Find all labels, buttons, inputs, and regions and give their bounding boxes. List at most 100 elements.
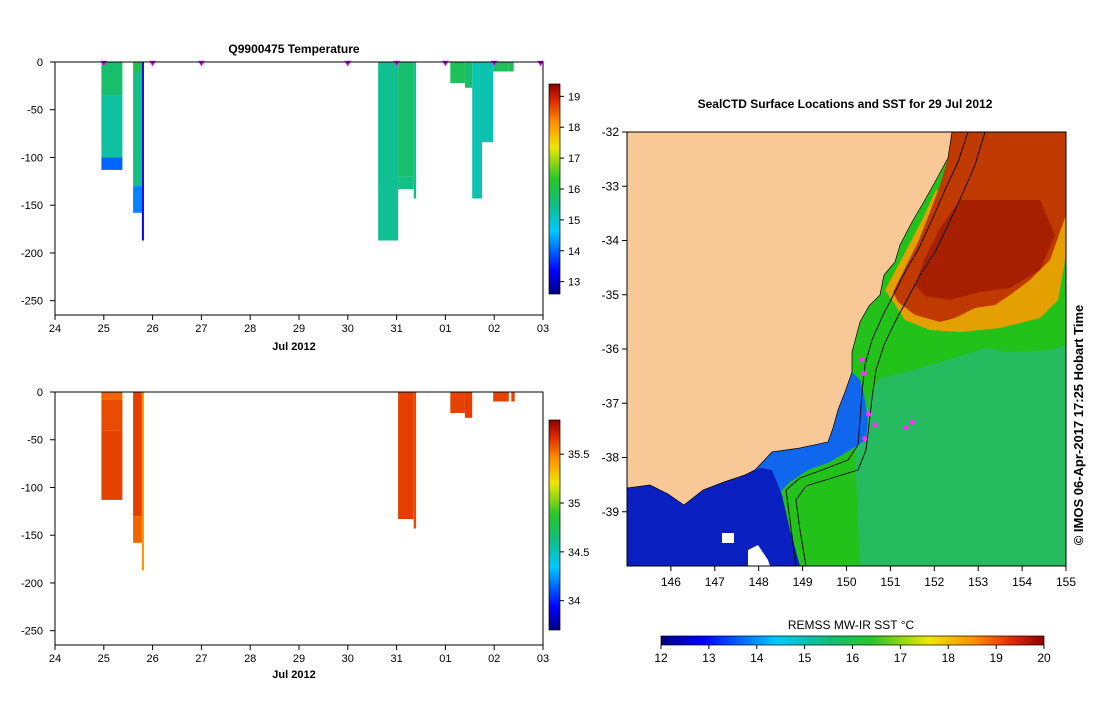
y-tick-label: -200 bbox=[21, 248, 43, 260]
x-tick-label: 26 bbox=[146, 653, 158, 665]
sst-ocean-southeast bbox=[855, 345, 1066, 566]
map-y-tick-label: -39 bbox=[602, 505, 620, 519]
profile-cell bbox=[101, 392, 123, 400]
sst-colorbar-tick-label: 12 bbox=[654, 651, 668, 665]
sst-colorbar-tick-label: 17 bbox=[894, 651, 908, 665]
seal-location-point bbox=[862, 435, 868, 442]
profile-cell bbox=[133, 62, 142, 72]
map-y-tick-label: -36 bbox=[602, 342, 620, 356]
map-x-tick-label: 155 bbox=[1056, 575, 1076, 589]
profile-cell bbox=[101, 430, 123, 500]
sst-colorbar-ticks: 12 13 14 15 16 17 18 19 20 bbox=[654, 645, 1051, 665]
seal-location-point bbox=[909, 419, 916, 425]
map-y-tick-label: -37 bbox=[602, 396, 620, 410]
sst-map-panel: SealCTD Surface Locations and SST for 29… bbox=[602, 97, 1086, 665]
x-tick-label: 27 bbox=[195, 323, 207, 335]
sst-colorbar-tick-label: 14 bbox=[750, 651, 764, 665]
y-tick-label: -150 bbox=[21, 200, 43, 212]
profile-cell bbox=[464, 392, 473, 418]
colorbar-tick-label: 34 bbox=[568, 596, 580, 608]
temperature-xlabel: Jul 2012 bbox=[272, 341, 315, 353]
y-tick-label: -100 bbox=[21, 482, 43, 494]
profile-cell bbox=[482, 62, 494, 143]
x-tick-label: 29 bbox=[293, 323, 305, 335]
x-tick-label: 03 bbox=[537, 323, 549, 335]
sst-bass-strait bbox=[627, 468, 800, 566]
seal-location-point bbox=[903, 425, 909, 431]
y-tick-label: -100 bbox=[21, 152, 43, 164]
profile-cell bbox=[413, 62, 417, 199]
seal-location-point bbox=[865, 411, 872, 417]
colorbar-tick-label: 34.5 bbox=[568, 547, 589, 559]
y-tick-label: -50 bbox=[27, 105, 43, 117]
map-x-tick-label: 153 bbox=[968, 575, 988, 589]
profile-cell bbox=[398, 392, 414, 519]
isobath-2000m bbox=[795, 132, 986, 566]
missing-data-patch bbox=[722, 533, 734, 543]
profile-cell bbox=[133, 392, 142, 517]
map-x-tick-label: 148 bbox=[749, 575, 769, 589]
x-tick-label: 28 bbox=[244, 323, 256, 335]
sst-field bbox=[627, 132, 1066, 566]
colorbar-tick-label: 35.5 bbox=[568, 449, 589, 461]
temperature-x-axis: 24 25 26 27 28 29 30 31 01 02 03 bbox=[49, 315, 549, 335]
profile-cell bbox=[511, 392, 515, 402]
x-tick-label: 29 bbox=[293, 653, 305, 665]
map-x-axis: 146 147 148 149 150 151 152 153 154 155 bbox=[661, 566, 1076, 589]
salinity-profiles bbox=[101, 392, 515, 571]
colorbar-tick-label: 16 bbox=[568, 184, 580, 196]
map-x-tick-label: 150 bbox=[836, 575, 856, 589]
temperature-axes-frame bbox=[54, 61, 544, 316]
x-tick-label: 31 bbox=[390, 323, 402, 335]
profile-cell bbox=[450, 392, 465, 413]
profile-cell bbox=[101, 95, 123, 158]
colorbar-tick-label: 13 bbox=[568, 277, 580, 289]
map-title: SealCTD Surface Locations and SST for 29… bbox=[698, 97, 993, 111]
sst-colorbar-tick-label: 13 bbox=[702, 651, 716, 665]
x-tick-label: 31 bbox=[390, 653, 402, 665]
sst-ocean-core bbox=[915, 200, 1055, 300]
profile-cell bbox=[101, 399, 123, 431]
map-x-tick-label: 151 bbox=[880, 575, 900, 589]
colorbar-tick-label: 17 bbox=[568, 153, 580, 165]
x-tick-label: 25 bbox=[98, 323, 110, 335]
y-tick-label: -250 bbox=[21, 626, 43, 638]
x-tick-label: 03 bbox=[537, 653, 549, 665]
map-x-tick-label: 149 bbox=[793, 575, 813, 589]
sst-colorbar-tick-label: 15 bbox=[798, 651, 812, 665]
seal-location-point bbox=[859, 357, 865, 363]
profile-cell bbox=[141, 62, 144, 241]
map-y-tick-label: -34 bbox=[602, 234, 620, 248]
salinity-x-axis: 24 25 26 27 28 29 30 31 01 02 03 bbox=[49, 645, 549, 665]
sst-colorbar bbox=[660, 635, 1045, 646]
temperature-colorbar bbox=[548, 83, 561, 295]
sst-colorbar-tick-label: 19 bbox=[989, 651, 1003, 665]
salinity-axes-frame bbox=[54, 391, 544, 646]
map-x-tick-label: 147 bbox=[705, 575, 725, 589]
salinity-colorbar bbox=[548, 419, 561, 631]
x-tick-label: 24 bbox=[49, 653, 61, 665]
profile-cell bbox=[464, 62, 473, 88]
y-tick-label: 0 bbox=[37, 387, 43, 399]
x-tick-label: 02 bbox=[488, 323, 500, 335]
profile-cell bbox=[133, 516, 142, 543]
seal-location-point bbox=[872, 422, 878, 428]
sst-colorbar-tick-label: 16 bbox=[846, 651, 860, 665]
salinity-xlabel: Jul 2012 bbox=[272, 669, 315, 681]
colorbar-tick-label: 15 bbox=[568, 215, 580, 227]
temperature-colorbar-ticks: 13 14 15 16 17 18 19 bbox=[560, 91, 580, 289]
isobath-200m bbox=[785, 132, 969, 566]
profile-cell bbox=[141, 392, 144, 571]
x-tick-label: 01 bbox=[439, 653, 451, 665]
x-tick-label: 27 bbox=[195, 653, 207, 665]
sst-colorbar-tick-label: 20 bbox=[1037, 651, 1051, 665]
profile-cell bbox=[413, 392, 417, 529]
salinity-y-axis: 0 -50 -100 -150 -200 -250 bbox=[21, 387, 55, 638]
profile-cell bbox=[398, 176, 414, 189]
salinity-section-panel: 24 25 26 27 28 29 30 31 01 02 03 0 -50 -100 -150 -200 -… bbox=[21, 387, 589, 681]
profile-cell bbox=[493, 392, 509, 402]
profile-cell bbox=[472, 62, 482, 199]
profile-cell bbox=[378, 62, 399, 241]
profile-cell bbox=[508, 62, 514, 72]
